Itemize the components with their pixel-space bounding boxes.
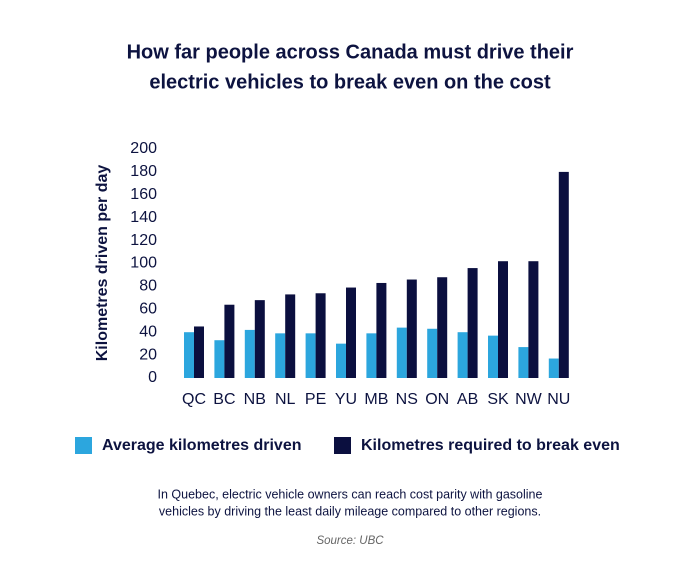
bar [254,300,265,378]
y-tick-label: 40 [139,323,157,340]
bar [346,287,356,378]
bar [528,261,539,378]
x-tick-label: PE [305,391,326,408]
source: Source: UBC [316,535,384,547]
x-tick-label: QC [182,391,206,408]
y-tick-label: 160 [130,186,157,203]
y-axis-label: Kilometres driven per day [94,165,111,362]
legend-swatch [75,437,92,454]
x-tick-label: ON [425,391,449,408]
bar [366,333,377,378]
y-tick-label: 120 [130,232,157,249]
x-tick-label: MB [364,391,388,408]
bar [457,332,468,378]
bar [224,304,235,378]
y-tick-label: 20 [139,346,157,363]
x-tick-label: NS [396,391,418,408]
bar [427,328,438,378]
legend-swatch [334,437,351,454]
x-tick-label: NW [515,391,543,408]
footnote: vehicles by driving the least daily mile… [159,504,541,518]
y-tick-label: 200 [130,140,157,157]
y-tick-label: 140 [130,209,157,226]
bar [396,327,407,378]
bar [548,358,559,378]
bar [467,268,478,378]
y-tick-label: 100 [130,255,157,272]
x-tick-label: YU [335,391,357,408]
y-tick-label: 60 [139,301,157,318]
y-tick-label: 80 [139,278,157,295]
x-tick-label: SK [487,391,509,408]
bar [194,326,204,378]
bar [488,335,498,378]
bar [336,343,346,378]
legend-label: Average kilometres driven [102,437,302,454]
bar [285,294,296,378]
bar [305,333,316,378]
bar [275,333,286,378]
x-tick-label: NB [244,391,266,408]
x-tick-label: NL [275,391,296,408]
footnote: In Quebec, electric vehicle owners can r… [158,487,543,501]
bar [558,171,569,378]
bar [376,282,387,378]
bar [315,293,326,378]
chart-title: electric vehicles to break even on the c… [149,71,551,93]
chart-title: How far people across Canada must drive … [127,41,574,63]
bar [214,340,225,378]
x-tick-label: AB [457,391,478,408]
bar [244,329,255,378]
x-tick-label: NU [547,391,570,408]
bar [437,277,448,378]
y-tick-label: 180 [130,163,157,180]
legend-label: Kilometres required to break even [361,437,620,454]
bar [518,347,529,378]
x-tick-label: BC [213,391,235,408]
bar [184,332,194,378]
bar [498,261,508,378]
bar [406,279,417,378]
y-tick-label: 0 [148,369,157,386]
